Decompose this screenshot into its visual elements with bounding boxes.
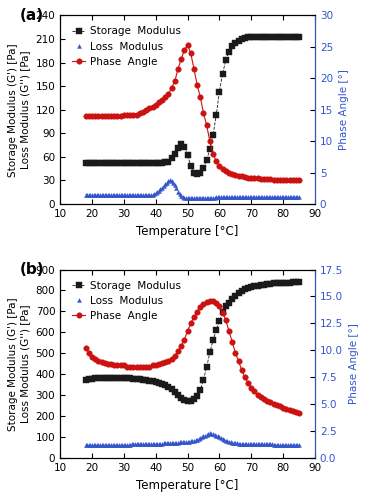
- Loss  Modulus: [240, 194, 244, 200]
- Y-axis label: Phase Angle [°]: Phase Angle [°]: [339, 70, 349, 150]
- Loss  Modulus: [271, 194, 276, 200]
- Loss  Modulus: [83, 192, 88, 198]
- Loss  Modulus: [297, 442, 301, 448]
- Storage  Modulus: [208, 350, 212, 356]
- Storage  Modulus: [83, 160, 88, 166]
- Line: Loss  Modulus: Loss Modulus: [84, 178, 301, 200]
- Phase  Angle: [297, 176, 301, 182]
- Text: (a): (a): [19, 8, 43, 23]
- Storage  Modulus: [297, 34, 301, 40]
- Loss  Modulus: [208, 195, 212, 201]
- Line: Storage  Modulus: Storage Modulus: [83, 34, 302, 177]
- Phase  Angle: [255, 176, 260, 182]
- Storage  Modulus: [134, 376, 139, 382]
- Storage  Modulus: [83, 376, 88, 382]
- Loss  Modulus: [133, 192, 137, 198]
- Storage  Modulus: [281, 34, 285, 40]
- Legend: Storage  Modulus, Loss  Modulus, Phase  Angle: Storage Modulus, Loss Modulus, Phase Ang…: [70, 278, 183, 323]
- Line: Phase  Angle: Phase Angle: [83, 298, 302, 416]
- Phase  Angle: [134, 364, 139, 370]
- Line: Loss  Modulus: Loss Modulus: [84, 431, 301, 447]
- Phase  Angle: [271, 176, 276, 182]
- Phase  Angle: [230, 171, 235, 177]
- X-axis label: Temperature [°C]: Temperature [°C]: [137, 224, 239, 237]
- Phase  Angle: [278, 404, 282, 409]
- Storage  Modulus: [278, 280, 282, 286]
- Loss  Modulus: [238, 440, 242, 446]
- Y-axis label: Storage Modulus (G') [Pa]
Loss Modulus (G'') [Pa]: Storage Modulus (G') [Pa] Loss Modulus (…: [8, 43, 30, 176]
- Storage  Modulus: [297, 279, 301, 285]
- Storage  Modulus: [255, 34, 260, 40]
- Phase  Angle: [185, 42, 190, 48]
- Text: (b): (b): [19, 262, 44, 277]
- Loss  Modulus: [270, 442, 274, 448]
- Loss  Modulus: [168, 178, 172, 184]
- Line: Phase  Angle: Phase Angle: [83, 42, 302, 182]
- Storage  Modulus: [131, 376, 135, 382]
- Phase  Angle: [240, 174, 244, 180]
- Storage  Modulus: [284, 34, 288, 40]
- Legend: Storage  Modulus, Loss  Modulus, Phase  Angle: Storage Modulus, Loss Modulus, Phase Ang…: [70, 24, 183, 69]
- Phase  Angle: [281, 176, 285, 182]
- Phase  Angle: [83, 345, 88, 351]
- Storage  Modulus: [230, 43, 235, 49]
- Phase  Angle: [204, 299, 209, 305]
- Loss  Modulus: [297, 194, 301, 200]
- Storage  Modulus: [240, 36, 244, 42]
- Phase  Angle: [278, 176, 282, 182]
- Storage  Modulus: [278, 34, 282, 40]
- Storage  Modulus: [259, 34, 263, 40]
- Loss  Modulus: [208, 430, 212, 436]
- Phase  Angle: [83, 113, 88, 119]
- Loss  Modulus: [133, 442, 137, 448]
- Storage  Modulus: [195, 171, 199, 177]
- Phase  Angle: [208, 298, 212, 304]
- Storage  Modulus: [185, 398, 190, 404]
- Loss  Modulus: [196, 436, 201, 442]
- Loss  Modulus: [204, 432, 209, 438]
- Phase  Angle: [172, 353, 177, 359]
- Storage  Modulus: [172, 389, 177, 395]
- Y-axis label: Phase Angle [°]: Phase Angle [°]: [349, 324, 359, 404]
- Loss  Modulus: [83, 442, 88, 448]
- Loss  Modulus: [284, 442, 288, 448]
- Loss  Modulus: [286, 194, 290, 200]
- Storage  Modulus: [211, 338, 215, 344]
- Phase  Angle: [284, 176, 288, 182]
- Phase  Angle: [297, 410, 301, 416]
- Y-axis label: Storage Modulus (G') [Pa]
Loss Modulus (G'') [Pa]: Storage Modulus (G') [Pa] Loss Modulus (…: [8, 297, 30, 430]
- Phase  Angle: [131, 364, 135, 370]
- Phase  Angle: [211, 298, 215, 304]
- X-axis label: Temperature [°C]: Temperature [°C]: [137, 478, 239, 492]
- Loss  Modulus: [182, 195, 186, 201]
- Line: Storage  Modulus: Storage Modulus: [83, 280, 302, 404]
- Loss  Modulus: [200, 195, 204, 201]
